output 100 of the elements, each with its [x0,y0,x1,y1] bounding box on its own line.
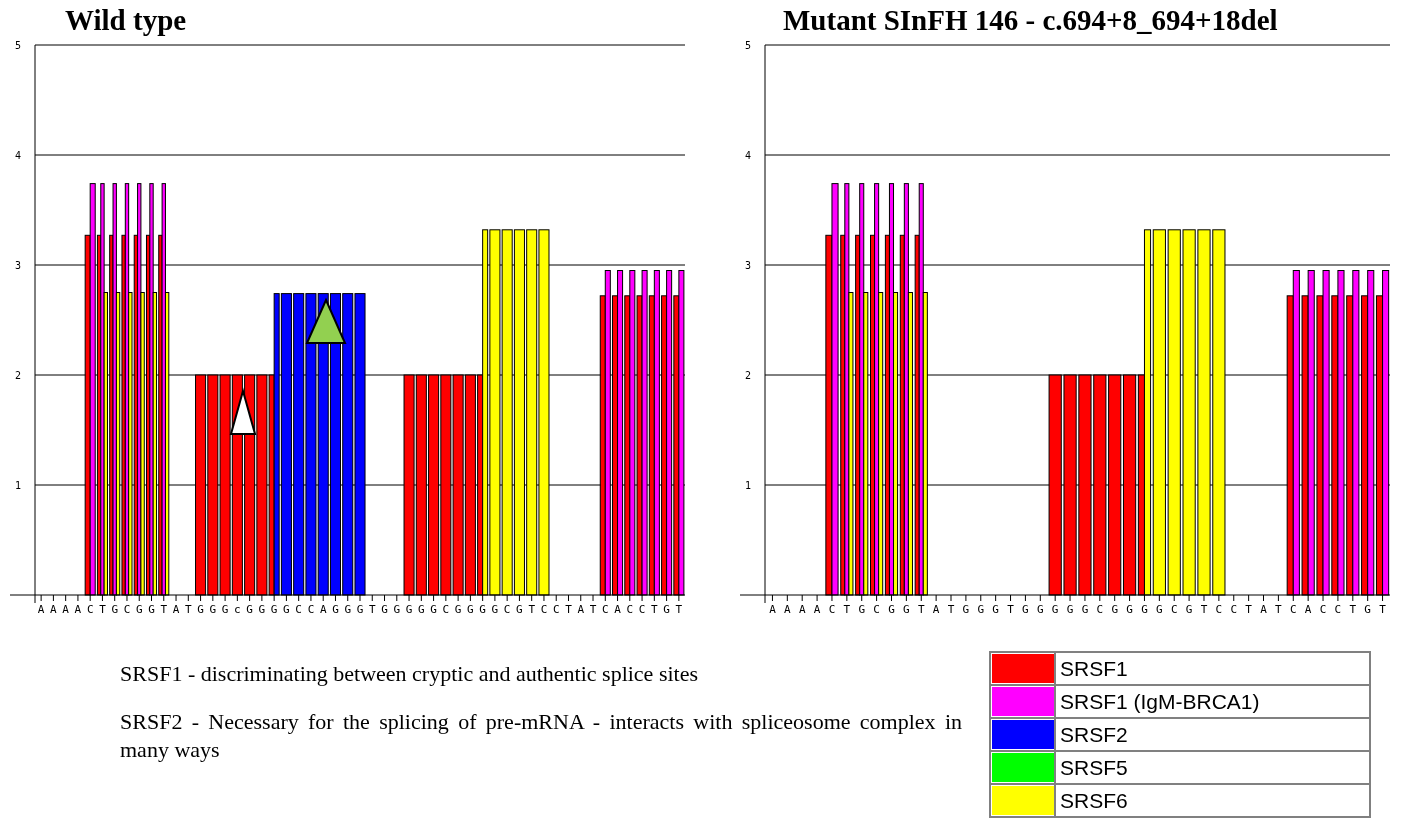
x-tick-label: G [1364,603,1371,616]
x-tick-label: c [234,603,241,616]
x-tick-label: C [86,603,94,616]
legend-label: SRSF2 [1060,722,1128,746]
x-tick-label: A [798,603,806,616]
x-tick-label: C [1334,603,1342,616]
x-tick-label: G [209,603,217,616]
y-tick-label: 2 [14,369,22,381]
x-tick-label: A [62,603,70,616]
x-tick-label: G [491,603,499,616]
x-tick-label: C [540,603,548,616]
x-tick-label: A [769,603,777,616]
x-tick-label: G [1051,603,1059,616]
x-tick-label: G [1022,603,1029,616]
x-tick-label: C [295,603,302,616]
x-tick-label: T [184,603,192,616]
x-tick-label: G [1111,603,1119,616]
x-tick-label: A [319,603,327,616]
x-tick-label: T [160,603,168,616]
x-tick-label: G [467,603,474,616]
y-tick-label: 3 [14,259,22,271]
x-tick-label: C [1319,603,1327,616]
x-tick-label: T [947,603,955,616]
x-tick-label: G [977,603,985,616]
x-tick-label: A [932,603,940,616]
x-tick-label: C [442,603,450,616]
legend-label: SRSF5 [1060,755,1128,779]
x-tick-label: T [589,603,597,616]
x-tick-label: G [516,603,523,616]
x-tick-label: G [858,603,866,616]
x-tick-label: A [577,603,585,616]
x-tick-label: G [1066,603,1074,616]
x-tick-label: T [528,603,536,616]
x-tick-label: A [50,603,58,616]
x-tick-label: A [614,603,622,616]
x-tick-label: C [1230,603,1238,616]
x-tick-label: G [344,603,352,616]
x-tick-label: C [552,603,560,616]
y-tick-label: 5 [744,39,752,51]
x-tick-label: G [992,603,999,616]
x-tick-label: G [283,603,290,616]
x-tick-label: G [418,603,425,616]
y-tick-label: 3 [744,259,752,271]
legend-label: SRSF1 (IgM-BRCA1) [1060,689,1260,713]
x-tick-label: C [307,603,315,616]
x-tick-label: T [368,603,376,616]
legend-label: SRSF6 [1060,788,1128,812]
x-tick-label: C [1215,603,1223,616]
x-tick-label: C [638,603,646,616]
x-tick-label: A [172,603,180,616]
x-tick-label: G [962,603,970,616]
x-tick-label: G [479,603,486,616]
x-tick-label: A [74,603,82,616]
x-tick-label: G [454,603,462,616]
x-tick-label: A [1304,603,1312,616]
y-tick-label: 1 [744,479,752,491]
x-tick-label: T [917,603,925,616]
x-tick-label: G [1141,603,1148,616]
y-tick-label: 5 [14,39,22,51]
x-tick-label: T [1007,603,1015,616]
x-tick-label: G [332,603,339,616]
x-tick-label: G [430,603,437,616]
x-tick-label: T [651,603,659,616]
x-tick-label: C [828,603,836,616]
x-tick-label: C [1096,603,1104,616]
x-tick-label: T [1245,603,1253,616]
y-tick-label: 2 [744,369,752,381]
chart-title: Wild type [65,4,187,36]
x-tick-label: T [1275,603,1283,616]
x-tick-label: G [1156,603,1163,616]
x-tick-label: T [99,603,107,616]
x-tick-label: G [663,603,670,616]
chart-title: Mutant SInFH 146 - c.694+8_694+18del [783,4,1278,36]
x-tick-label: T [1349,603,1357,616]
y-tick-label: 4 [744,149,752,161]
x-tick-label: G [1126,603,1133,616]
text: SRSF2 - Necessary for the splicing of pre-mRNA - interacts with spliceosome complex in many ways [120,708,962,764]
x-tick-label: T [843,603,851,616]
x-tick-label: C [1289,603,1297,616]
y-tick-label: 1 [14,479,22,491]
x-tick-label: G [903,603,910,616]
x-tick-label: G [135,603,143,616]
y-tick-label: 4 [14,149,22,161]
x-tick-label: G [356,603,364,616]
x-tick-label: G [1185,603,1193,616]
x-tick-label: C [873,603,880,616]
x-tick-label: T [675,603,683,616]
x-tick-label: G [1036,603,1044,616]
x-tick-label: G [111,603,119,616]
x-tick-label: C [123,603,131,616]
x-tick-label: A [37,603,45,616]
x-tick-label: A [813,603,821,616]
x-tick-label: G [270,603,278,616]
x-tick-label: G [888,603,895,616]
x-tick-label: G [258,603,266,616]
x-tick-label: G [381,603,388,616]
x-tick-label: G [393,603,401,616]
x-tick-label: T [1379,603,1387,616]
x-tick-label: T [565,603,573,616]
x-tick-label: T [1200,603,1208,616]
